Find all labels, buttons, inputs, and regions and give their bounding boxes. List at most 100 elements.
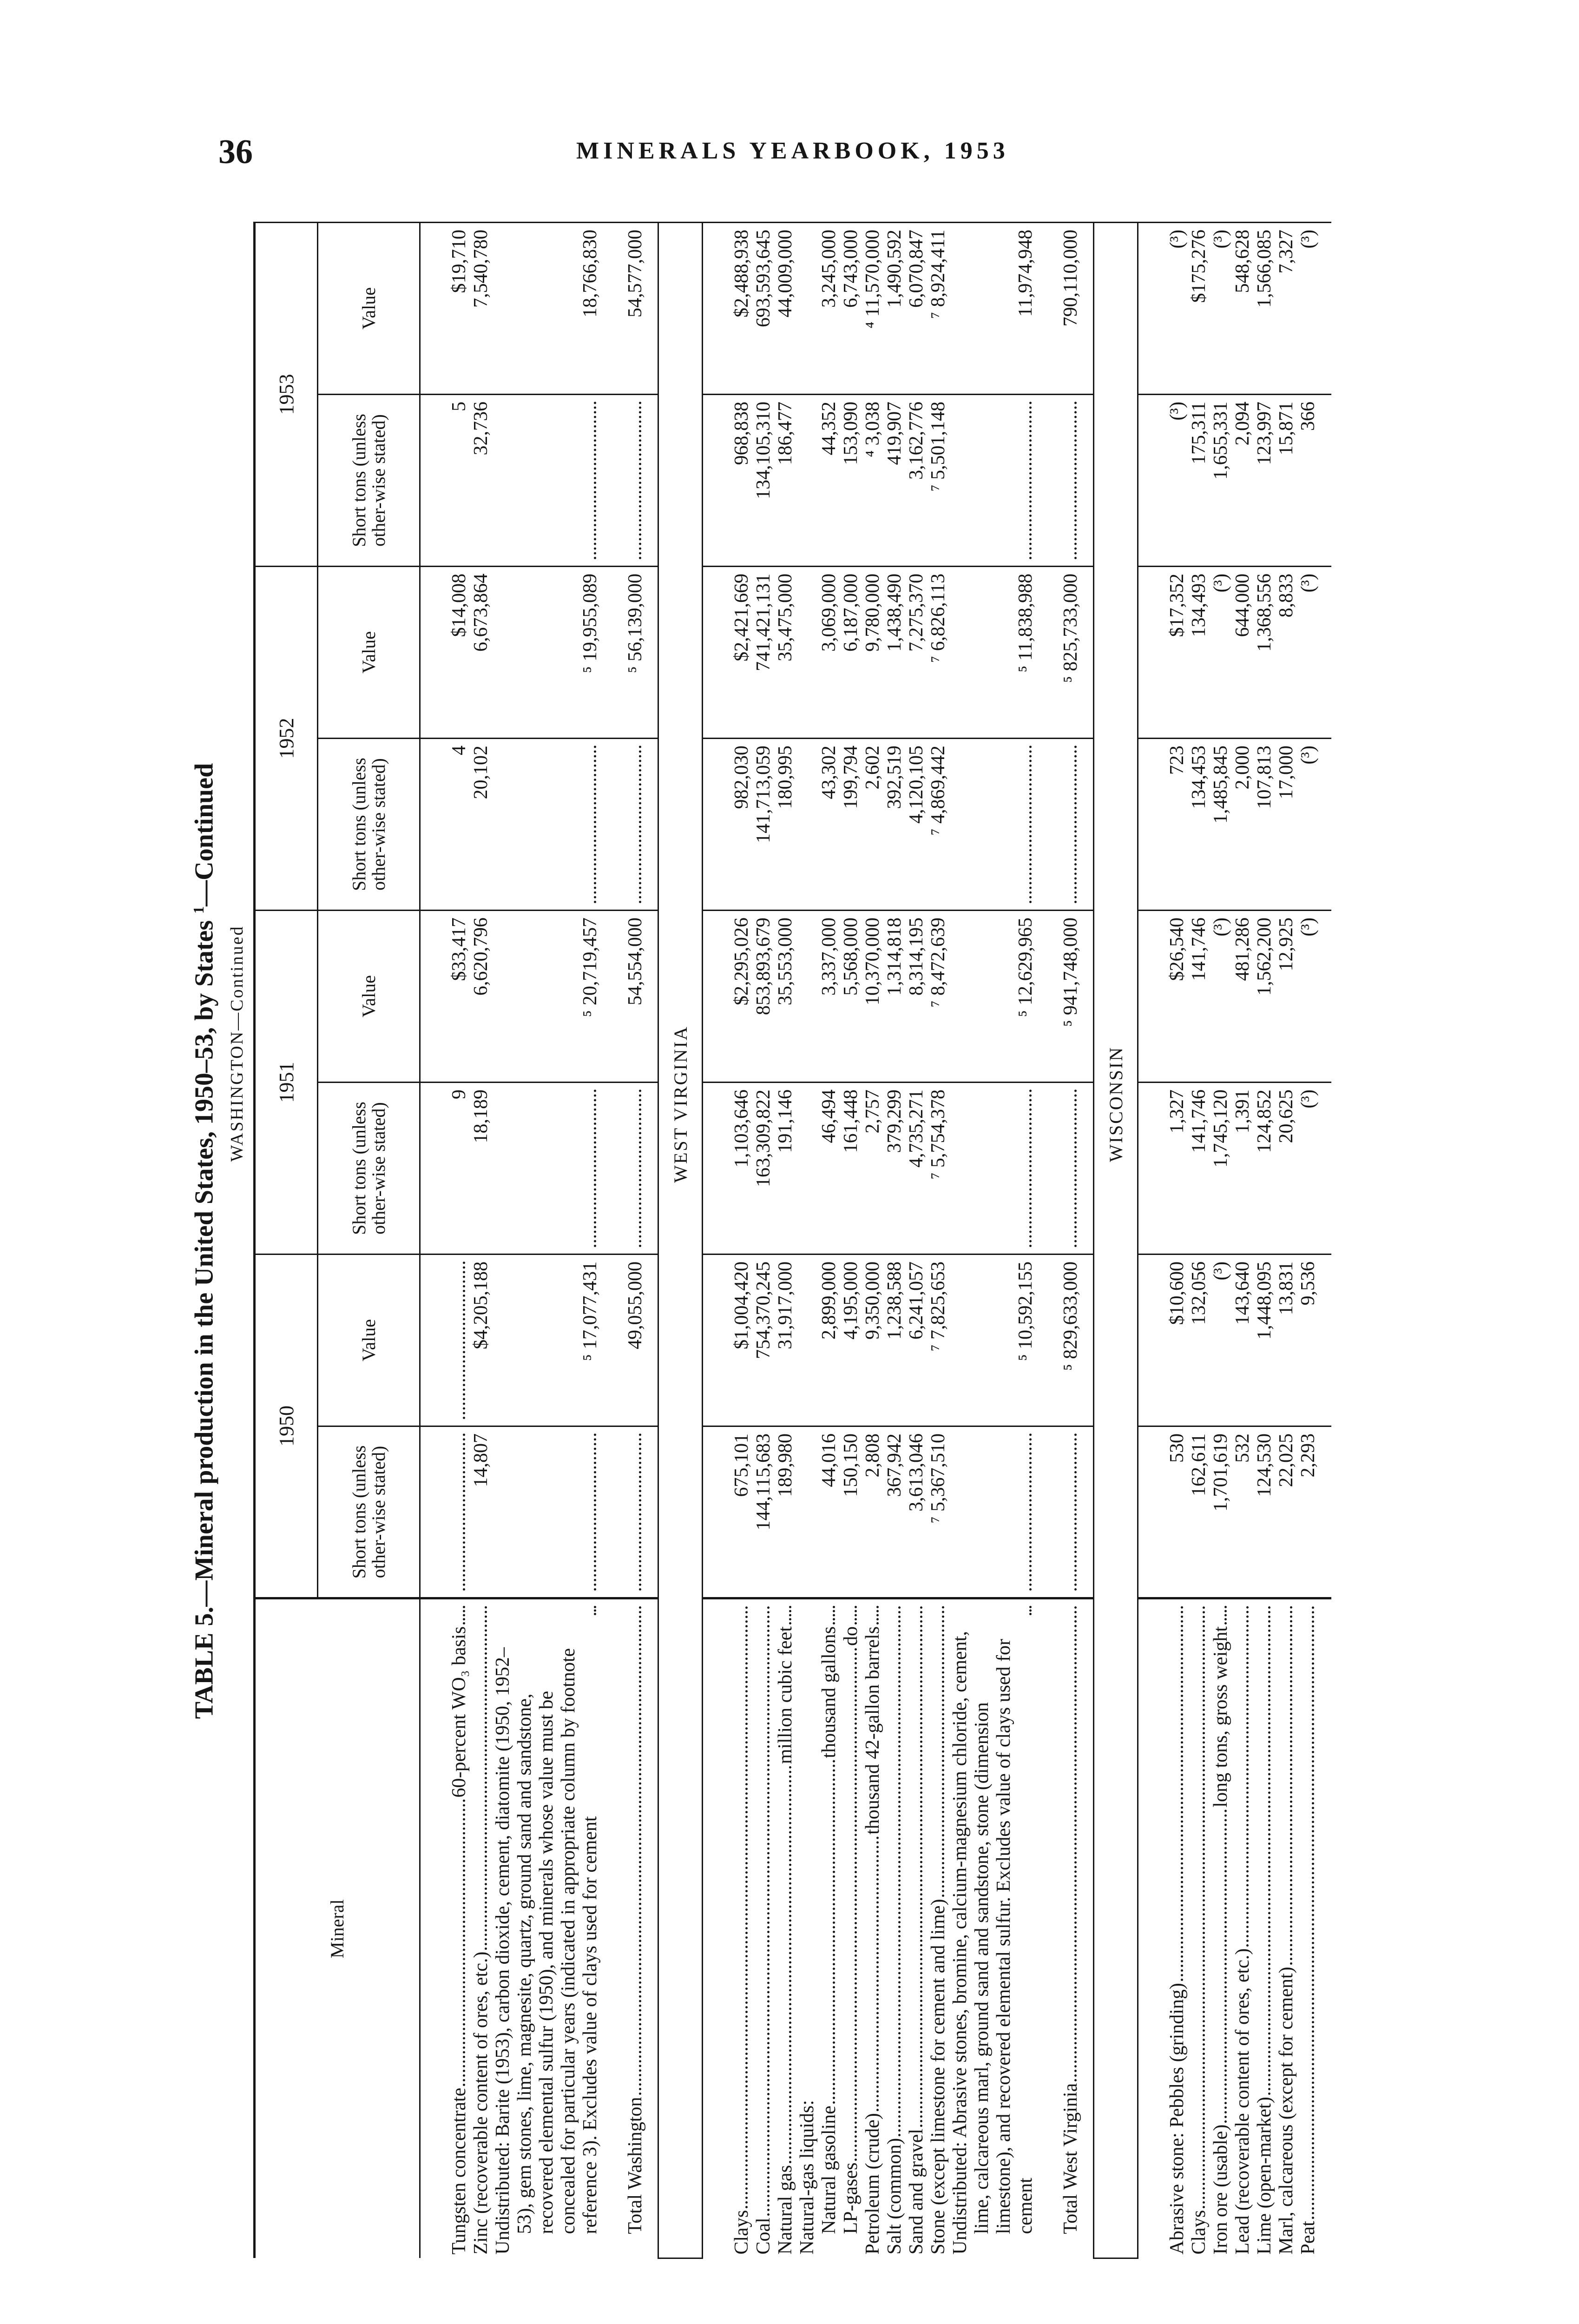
tons-1953-cell: [796, 394, 818, 567]
mineral-label: Undistributed: Abrasive stones, bromine,…: [949, 1604, 1037, 2255]
tons-1953-cell: 3,162,776: [906, 394, 928, 567]
dot-leader: [789, 1606, 791, 1624]
value-1951-cell: ⁵ 20,719,457: [492, 910, 601, 1083]
value-1950-cell: [796, 1254, 818, 1426]
value-1953-cell: $175,276: [1188, 222, 1210, 395]
tons-1952-cell: 199,794: [840, 738, 862, 911]
mineral-label: Natural-gas liquids:: [796, 1604, 818, 2255]
mineral-name: Natural-gas liquids:: [796, 2100, 818, 2255]
dot-leader: [594, 1606, 596, 1615]
mineral-name: Undistributed: Barite (1953), carbon dio…: [492, 1647, 601, 2255]
mineral-name: Zinc (recoverable content of ores, etc.): [470, 1951, 492, 2255]
tons-1953-cell: [1037, 394, 1094, 567]
value-1953-cell: 790,110,000: [1037, 222, 1094, 395]
empty-dotted-fill: [1063, 1433, 1077, 1591]
mineral-label: Lime (open-market): [1254, 1604, 1276, 2255]
dot-leader: [920, 1606, 922, 2127]
value-1952-cell: 644,000: [1232, 566, 1254, 739]
tons-1951-cell: 2,757: [862, 1082, 884, 1254]
value-1951-cell: (³): [1210, 910, 1232, 1083]
dot-leader: [1074, 1606, 1077, 2081]
tons-1951-cell: 1,391: [1232, 1082, 1254, 1254]
running-title: MINERALS YEARBOOK, 1953: [576, 138, 1009, 164]
value-1951-cell: 35,553,000: [775, 910, 796, 1083]
mineral-unit: do: [840, 1626, 862, 1646]
dot-leader: [898, 1606, 901, 2136]
value-1952-cell: ⁵ 56,139,000: [601, 566, 658, 739]
header-year-1953: 1953: [254, 222, 318, 567]
value-1951-cell: 3,337,000: [818, 910, 840, 1083]
tons-1951-cell: 46,494: [818, 1082, 840, 1254]
value-1952-cell: (³): [1297, 566, 1331, 739]
section-label-row-west-virginia: WEST VIRGINIA: [658, 222, 703, 2258]
mineral-unit: million cubic feet: [775, 1626, 796, 1764]
value-1953-cell: 18,766,830: [492, 222, 601, 395]
tons-1953-cell: [492, 394, 601, 567]
table-row: Salt (common) 367,942 1,238,588 379,299 1,31…: [884, 222, 906, 2258]
value-1953-cell: 1,490,592: [884, 222, 906, 395]
value-1953-cell: ⁴ 11,570,000: [862, 222, 884, 395]
mineral-cell: Peat: [1297, 1598, 1331, 2258]
dot-leader: [876, 1606, 879, 1624]
value-1950-cell: $4,205,188: [470, 1254, 492, 1426]
tons-1953-cell: ⁷ 5,501,148: [928, 394, 949, 567]
mineral-cell: LP-gases do: [840, 1598, 862, 2258]
dot-leader: [789, 1766, 791, 2164]
mineral-cell: Coal: [753, 1598, 775, 2258]
empty-dotted-fill: [583, 1089, 596, 1247]
value-1952-cell: ⁵ 825,733,000: [1037, 566, 1094, 739]
tons-1950-cell: [796, 1426, 818, 1598]
tons-1952-cell: 180,995: [775, 738, 796, 911]
header-year-row: Mineral 1950 1951 1952 1953: [254, 222, 420, 2258]
tons-1950-cell: 2,293: [1297, 1426, 1331, 1598]
tons-1950-cell: 189,980: [775, 1426, 796, 1598]
tons-1950-cell: [420, 1426, 470, 1598]
value-1950-cell: 9,536: [1297, 1254, 1331, 1426]
value-1953-cell: 3,245,000: [818, 222, 840, 395]
title-suffix: —Continued: [190, 763, 219, 906]
header-value-1953: Value: [317, 222, 420, 395]
value-1953-cell: 548,628: [1232, 222, 1254, 395]
dot-leader: [1268, 1606, 1270, 2095]
value-1951-cell: (³): [1297, 910, 1331, 1083]
tons-1952-cell: 723: [1138, 738, 1188, 911]
dot-leader: [1181, 1606, 1183, 1981]
mineral-label: Total Washington: [625, 1604, 646, 2255]
value-1951-cell: 6,620,796: [470, 910, 492, 1083]
tons-1951-cell: [796, 1082, 818, 1254]
mineral-label: Tungsten concentrate 60-percent WO₃ basis: [448, 1604, 470, 2255]
mineral-name: Natural gasoline: [818, 2106, 840, 2234]
mineral-name: Petroleum (crude): [862, 2113, 883, 2255]
value-1952-cell: 1,438,490: [884, 566, 906, 739]
dot-leader: [855, 1648, 857, 2161]
tons-1951-cell: 191,146: [775, 1082, 796, 1254]
mineral-label: Natural gas million cubic feet: [775, 1604, 796, 2255]
tons-1951-cell: 379,299: [884, 1082, 906, 1254]
value-1953-cell: ⁷ 8,924,411: [928, 222, 949, 395]
mineral-name: Clays: [1188, 2210, 1210, 2255]
mineral-cell: Salt (common): [884, 1598, 906, 2258]
table-row: Undistributed: Abrasive stones, bromine,…: [949, 222, 1037, 2258]
tons-1951-cell: 4,735,271: [906, 1082, 928, 1254]
empty-dotted-fill: [452, 1261, 465, 1419]
value-1952-cell: 1,368,556: [1254, 566, 1276, 739]
tons-1952-cell: 134,453: [1188, 738, 1210, 911]
value-1953-cell: 11,974,948: [949, 222, 1037, 395]
table-title-text: TABLE 5.—Mineral production in the Unite…: [190, 920, 219, 1719]
table-row: Undistributed: Barite (1953), carbon dio…: [492, 222, 601, 2258]
mineral-cell: Zinc (recoverable content of ores, etc.): [470, 1598, 492, 2258]
value-1950-cell: ⁵ 17,077,431: [492, 1254, 601, 1426]
empty-dotted-fill: [1063, 746, 1077, 903]
value-1951-cell: 54,554,000: [601, 910, 658, 1083]
mineral-unit: thousand 42-gallon barrels: [862, 1626, 883, 1835]
value-1950-cell: ⁵ 829,633,000: [1037, 1254, 1094, 1426]
empty-dotted-fill: [628, 746, 641, 903]
tons-1950-cell: 162,611: [1188, 1426, 1210, 1598]
tons-1952-cell: 2,000: [1232, 738, 1254, 911]
mineral-cell: Undistributed: Abrasive stones, bromine,…: [949, 1598, 1037, 2258]
value-1953-cell: (³): [1138, 222, 1188, 395]
value-1950-cell: 6,241,057: [906, 1254, 928, 1426]
tons-1953-cell: [949, 394, 1037, 567]
dot-leader: [833, 1606, 835, 1624]
empty-dotted-fill: [583, 402, 596, 559]
